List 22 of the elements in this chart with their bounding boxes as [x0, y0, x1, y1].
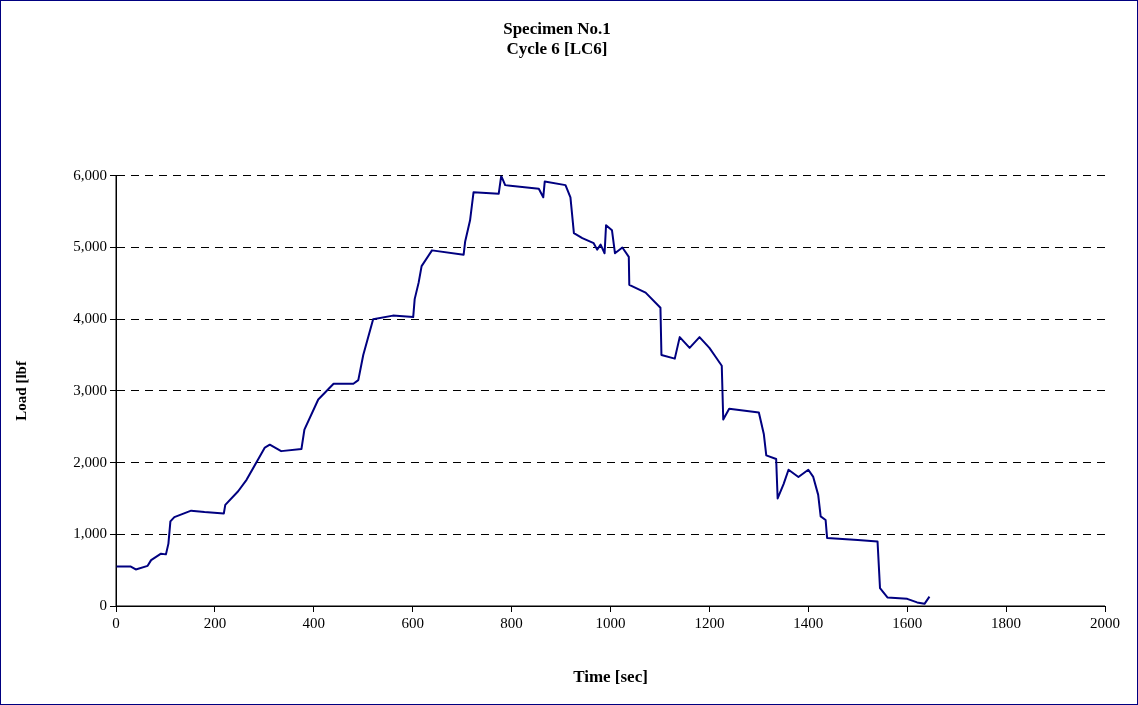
- x-axis-title: Time [sec]: [573, 667, 648, 687]
- y-tick-label: 0: [99, 596, 107, 613]
- y-tick-label: 5,000: [73, 238, 107, 255]
- x-tick-label: 200: [203, 614, 227, 631]
- x-tick-label: 1600: [892, 614, 923, 631]
- x-tick-label: 1000: [595, 614, 626, 631]
- chart-subtitle: Cycle 6 [LC6]: [506, 38, 608, 58]
- y-axis-title: Load [lbf: [12, 360, 29, 421]
- x-tick-label: 1800: [991, 614, 1022, 631]
- chart-title: Specimen No.1: [503, 18, 611, 38]
- x-tick-label: 400: [302, 614, 326, 631]
- x-tick-label: 2000: [1090, 614, 1120, 631]
- x-tick-label: 600: [401, 614, 424, 631]
- y-tick-label: 4,000: [73, 310, 107, 327]
- y-tick-label: 2,000: [73, 453, 107, 470]
- x-tick-label: 800: [500, 614, 523, 631]
- x-tick-label: 1200: [694, 614, 725, 631]
- y-tick-label: 6,000: [73, 166, 107, 183]
- x-tick-label: 1400: [793, 614, 824, 631]
- y-tick-label: 1,000: [73, 525, 107, 542]
- x-tick-label: 0: [112, 614, 120, 631]
- y-tick-label: 3,000: [73, 381, 107, 398]
